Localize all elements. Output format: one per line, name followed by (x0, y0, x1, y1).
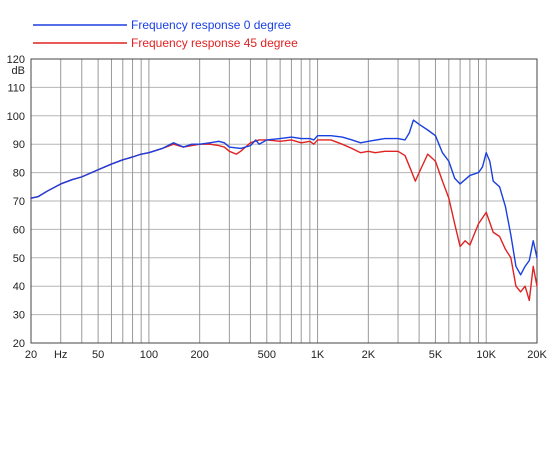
y-tick-label: 30 (13, 310, 25, 322)
legend: Frequency response 0 degree Frequency res… (33, 18, 298, 50)
x-tick-label: 200 (190, 349, 208, 361)
x-tick-label: 10K (476, 349, 496, 361)
series-lines (30, 119, 538, 302)
x-tick-label: 2K (362, 349, 376, 361)
y-tick-label: 60 (13, 224, 25, 236)
x-tick-label: 1K (311, 349, 325, 361)
grid (30, 58, 538, 344)
x-tick-label: 5K (429, 349, 443, 361)
x-tick-label: 500 (258, 349, 276, 361)
y-tick-label: 70 (13, 196, 25, 208)
x-tick-label: 20K (527, 349, 547, 361)
x-tick-label: 20 (25, 349, 37, 361)
x-axis-ticks: 20 50 100 200 500 1K 2K 5K 10K 20K Hz (25, 349, 548, 361)
y-tick-label: 50 (13, 253, 25, 265)
y-axis-ticks: 20 30 40 50 60 70 80 90 100 110 120 (7, 54, 25, 350)
series-line-0-degree (30, 119, 538, 276)
y-axis-unit-label: dB (12, 65, 25, 77)
x-tick-label: 50 (92, 349, 104, 361)
legend-label: Frequency response 45 degree (131, 36, 298, 50)
y-tick-label: 80 (13, 168, 25, 180)
y-tick-label: 100 (7, 111, 25, 123)
y-tick-label: 120 (7, 54, 25, 66)
legend-label: Frequency response 0 degree (131, 18, 291, 32)
y-tick-label: 20 (13, 338, 25, 350)
series-line-45-degree (30, 139, 538, 302)
y-tick-label: 40 (13, 281, 25, 293)
plot-frame (30, 58, 538, 344)
y-tick-label: 110 (7, 82, 25, 94)
x-tick-label: 100 (140, 349, 158, 361)
y-tick-label: 90 (13, 139, 25, 151)
x-axis-unit-label: Hz (54, 349, 67, 361)
